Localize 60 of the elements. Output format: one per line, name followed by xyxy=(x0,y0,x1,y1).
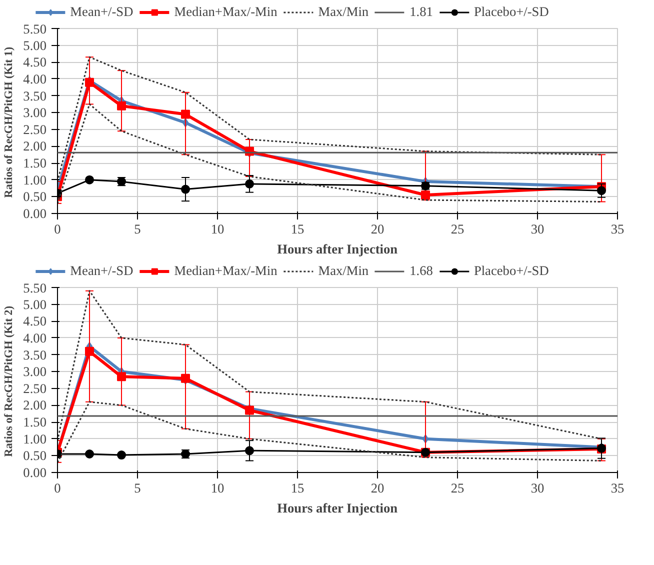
y-tick-label: 1.00 xyxy=(23,172,47,188)
y-tick-label: 5.50 xyxy=(23,22,47,36)
legend-label: 1.68 xyxy=(410,263,433,279)
point xyxy=(85,450,94,458)
x-tick-label: 20 xyxy=(370,480,384,496)
y-tick-label: 4.50 xyxy=(23,54,47,70)
legend-label: Mean+/-SD xyxy=(70,263,134,279)
x-tick-label: 25 xyxy=(450,222,464,236)
x-tick-label: 30 xyxy=(530,480,544,496)
line-series xyxy=(58,103,602,204)
y-tick-label: 2.00 xyxy=(23,138,47,154)
y-tick-label: 1.50 xyxy=(23,414,47,430)
x-tick-label: 10 xyxy=(210,480,224,496)
x-tick-label: 0 xyxy=(54,480,62,496)
x-tick-label: 20 xyxy=(370,222,384,236)
y-tick-label: 5.00 xyxy=(23,38,47,53)
line-series xyxy=(58,401,602,464)
y-tick-label: 3.00 xyxy=(23,105,47,120)
y-axis-title: Ratios of RecGH/PitGH (Kit 2) xyxy=(3,306,16,457)
x-tick-label: 10 xyxy=(210,222,224,236)
y-tick-label: 0.50 xyxy=(23,448,47,464)
y-tick-label: 4.50 xyxy=(23,314,47,329)
point xyxy=(117,450,126,460)
x-tick-label: 35 xyxy=(610,480,624,496)
legend-label: Placebo+/-SD xyxy=(474,263,549,279)
x-tick-label: 0 xyxy=(54,222,62,236)
x-tick-label: 30 xyxy=(530,222,544,236)
line-series xyxy=(58,56,602,182)
x-tick-label: 5 xyxy=(134,480,142,496)
legend-label: Median+Max/-Min xyxy=(174,4,278,20)
x-tick-label: 15 xyxy=(290,222,304,236)
x-tick-label: 15 xyxy=(290,480,304,496)
y-tick-label: 3.50 xyxy=(23,88,47,104)
y-tick-label: 0.00 xyxy=(23,465,47,480)
y-tick-label: 1.00 xyxy=(23,431,47,446)
x-axis-title: Hours after Injection xyxy=(277,242,398,256)
y-tick-label: 2.00 xyxy=(23,398,47,413)
y-tick-label: 5.00 xyxy=(23,296,47,312)
x-tick-label: 5 xyxy=(134,222,142,236)
x-axis-title: Hours after Injection xyxy=(277,500,398,516)
y-tick-label: 0.00 xyxy=(23,206,47,221)
legend-label: Max/Min xyxy=(318,4,369,20)
y-axis-title: Ratios of RecGH/PitGH (Kit 1) xyxy=(3,46,16,198)
y-tick-label: 3.00 xyxy=(23,364,47,380)
y-tick-label: 4.00 xyxy=(23,330,47,346)
y-tick-label: 2.50 xyxy=(23,380,47,396)
legend-label: Mean+/-SD xyxy=(70,4,134,20)
y-tick-label: 1.50 xyxy=(23,156,47,171)
x-tick-label: 35 xyxy=(610,222,624,236)
y-tick-label: 2.50 xyxy=(23,122,47,137)
legend-label: Max/Min xyxy=(318,263,369,279)
y-tick-label: 5.50 xyxy=(23,280,47,296)
line-series xyxy=(58,290,602,442)
y-tick-label: 3.50 xyxy=(23,347,47,362)
legend-label: Placebo+/-SD xyxy=(474,4,549,20)
y-tick-label: 4.00 xyxy=(23,71,47,86)
y-tick-label: 0.50 xyxy=(23,189,47,204)
legend-label: Median+Max/-Min xyxy=(174,263,278,279)
legend-label: 1.81 xyxy=(410,4,433,20)
x-tick-label: 25 xyxy=(450,480,464,496)
